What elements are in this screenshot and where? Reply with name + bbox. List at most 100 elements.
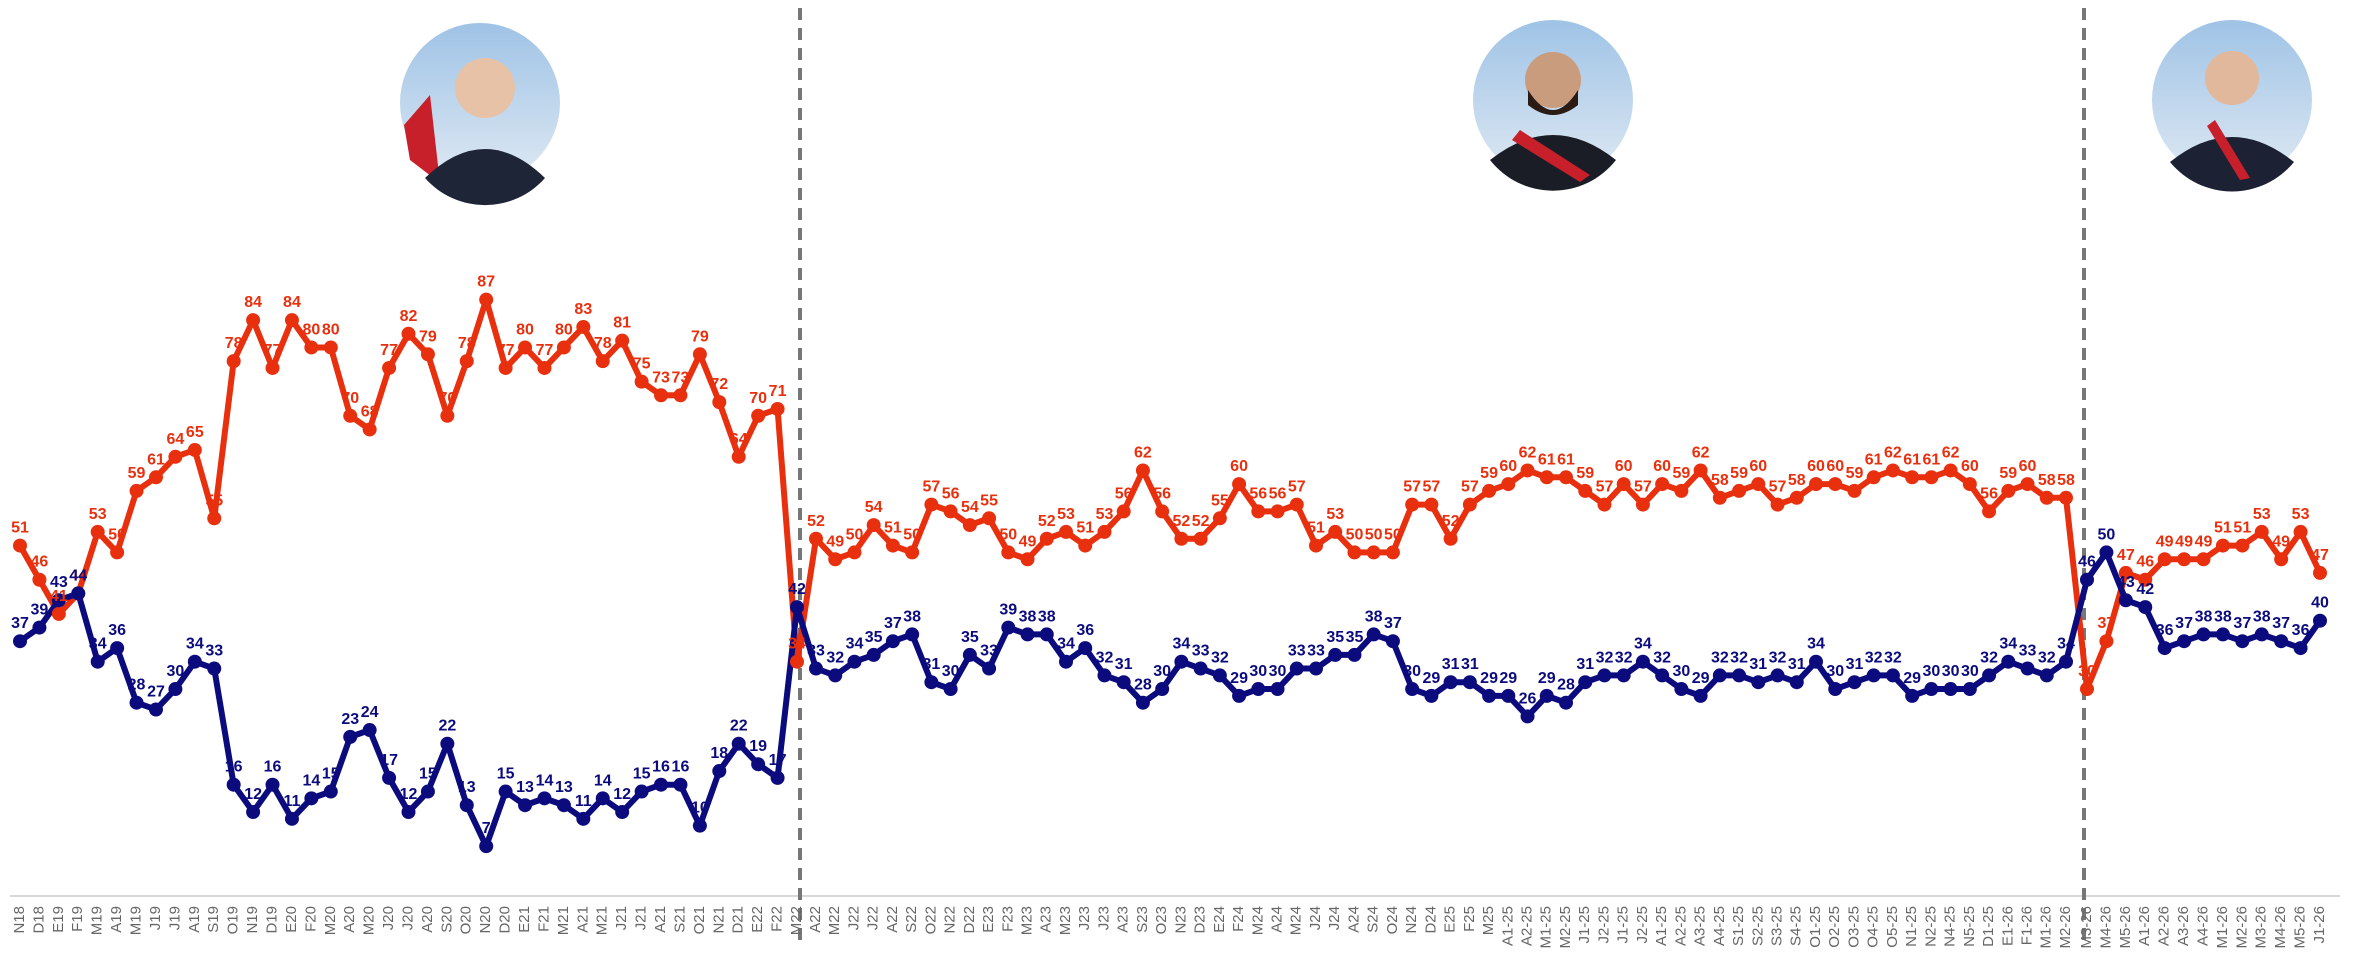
value-label: 38 <box>2253 608 2271 625</box>
data-point <box>654 388 669 403</box>
data-point <box>576 319 591 334</box>
x-tick-label: J1-26 <box>2311 906 2328 944</box>
x-tick-label: S4-25 <box>1788 906 1805 946</box>
value-label: 58 <box>2057 472 2075 489</box>
value-label: 57 <box>1403 479 1421 496</box>
value-label: 32 <box>1653 649 1671 666</box>
value-label: 57 <box>1634 479 1652 496</box>
x-tick-label: J23 <box>1076 906 1093 930</box>
data-point <box>1039 531 1054 546</box>
x-tick-label: S19 <box>205 906 222 933</box>
value-label: 60 <box>1615 458 1633 475</box>
data-point <box>2099 545 2114 560</box>
data-point <box>323 340 338 355</box>
x-tick-label: E25 <box>1442 906 1459 933</box>
value-label: 73 <box>672 369 690 386</box>
data-point <box>1982 668 1997 683</box>
data-point <box>440 736 455 751</box>
data-point <box>1270 504 1285 519</box>
value-label: 52 <box>1038 513 1056 530</box>
x-tick-label: M5-26 <box>2292 906 2309 949</box>
value-label: 11 <box>575 793 592 810</box>
data-point <box>459 354 474 369</box>
x-tick-label: A24 <box>1269 906 1286 933</box>
value-label: 75 <box>633 356 651 373</box>
data-point <box>129 483 144 498</box>
value-label: 16 <box>652 759 670 776</box>
data-point <box>1424 688 1439 703</box>
value-label: 34 <box>1807 636 1825 653</box>
value-label: 27 <box>147 684 165 701</box>
data-point <box>1559 470 1573 485</box>
value-label: 50 <box>1365 526 1383 543</box>
value-label: 38 <box>1019 608 1037 625</box>
value-label: 37 <box>884 615 902 632</box>
x-tick-label: A3-25 <box>1692 906 1709 946</box>
data-point <box>809 661 823 676</box>
data-point <box>168 449 183 464</box>
value-label: 29 <box>1230 670 1248 687</box>
x-tick-label: D21 <box>730 906 747 934</box>
data-point <box>401 805 416 820</box>
data-point <box>2001 483 2016 498</box>
x-tick-label: A21 <box>574 906 591 933</box>
value-label: 62 <box>1942 444 1960 461</box>
value-label: 31 <box>1846 656 1864 673</box>
portrait <box>1473 20 1633 191</box>
data-point <box>2080 572 2094 587</box>
value-label: 46 <box>2078 554 2096 571</box>
data-point <box>13 538 27 553</box>
x-tick-label: M20 <box>322 906 339 935</box>
data-point <box>343 729 358 744</box>
data-point <box>2001 654 2016 669</box>
x-tick-label: M2-25 <box>1557 906 1574 949</box>
data-point <box>595 791 610 806</box>
value-label: 32 <box>1769 649 1787 666</box>
x-tick-label: M3-26 <box>2253 906 2270 949</box>
data-point <box>634 374 649 389</box>
x-tick-label: M22 <box>788 906 805 935</box>
x-tick-label: A2-25 <box>1672 906 1689 946</box>
data-point <box>2138 600 2153 615</box>
data-point <box>1770 668 1785 683</box>
data-point <box>2118 565 2133 580</box>
x-tick-label: O2-25 <box>1826 906 1843 948</box>
value-label: 77 <box>536 342 554 359</box>
data-point <box>2039 490 2054 505</box>
x-tick-label: E21 <box>516 906 533 933</box>
value-label: 28 <box>1134 677 1152 694</box>
data-point <box>905 627 920 642</box>
axis: N18 D18 E19 F19 M19 A19 M19 J19 J19 A19 S19 O19 N19 D… <box>11 906 2328 949</box>
data-point <box>71 586 86 601</box>
data-point <box>1020 552 1035 567</box>
value-label: 30 <box>1153 663 1171 680</box>
value-label: 32 <box>1980 649 1998 666</box>
value-label: 50 <box>1384 526 1402 543</box>
x-tick-label: J2-25 <box>1595 906 1612 944</box>
data-point <box>498 784 513 799</box>
data-point <box>1116 504 1131 519</box>
value-label: 59 <box>1846 465 1864 482</box>
value-label: 34 <box>788 636 806 653</box>
value-label: 28 <box>128 677 146 694</box>
value-label: 31 <box>1576 656 1594 673</box>
value-label: 31 <box>1749 656 1767 673</box>
data-point <box>1405 682 1420 697</box>
x-tick-label: M1-26 <box>2038 906 2055 949</box>
x-tick-label: M4-26 <box>2272 906 2289 949</box>
value-label: 32 <box>1096 649 1114 666</box>
data-point <box>1501 688 1516 703</box>
x-tick-label: N2-25 <box>1922 906 1939 947</box>
x-tick-label: S1-25 <box>1730 906 1747 946</box>
data-point <box>1289 661 1304 676</box>
series-connector <box>794 535 819 665</box>
value-label: 19 <box>749 738 767 755</box>
data-point <box>1001 620 1016 635</box>
x-tick-label: J1-25 <box>1576 906 1593 944</box>
x-tick-label: J20 <box>380 906 397 930</box>
value-label: 53 <box>89 506 107 523</box>
value-label: 22 <box>438 718 456 735</box>
data-point <box>1924 682 1939 697</box>
x-tick-label: J24 <box>1326 906 1343 930</box>
value-label: 58 <box>2038 472 2056 489</box>
